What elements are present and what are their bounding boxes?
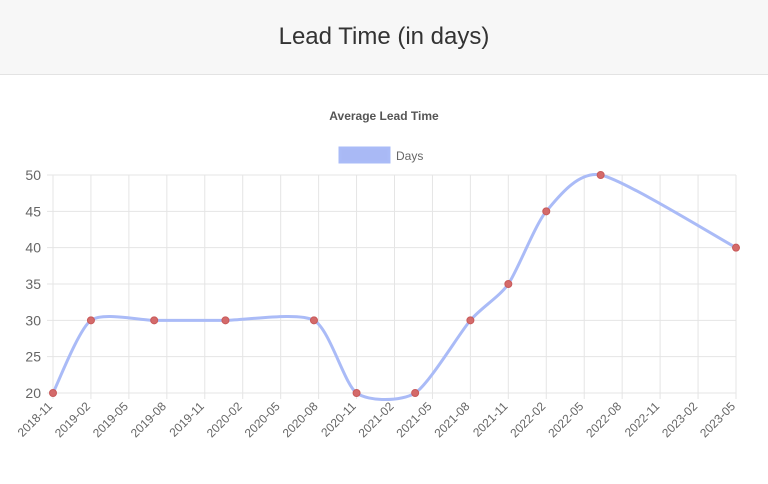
legend-label: Days [396, 149, 423, 163]
data-point[interactable] [466, 316, 475, 325]
lead-time-chart: Average Lead Time Days 20 25 30 35 40 45 50 201… [15, 109, 740, 440]
page-header: Lead Time (in days) [0, 0, 768, 75]
x-tick-label: 2019-05 [90, 399, 131, 440]
x-tick-label: 2018-11 [15, 399, 56, 440]
data-point[interactable] [411, 389, 420, 397]
legend-swatch [338, 146, 391, 164]
data-point[interactable] [596, 171, 605, 179]
x-tick-label: 2019-02 [52, 399, 93, 440]
data-point[interactable] [732, 243, 740, 252]
x-tick-label: 2020-08 [280, 399, 321, 440]
data-point[interactable] [309, 316, 318, 325]
x-tick-label: 2023-05 [697, 399, 738, 440]
y-tick-label: 25 [25, 349, 41, 365]
data-point[interactable] [221, 316, 230, 325]
x-tick-label: 2021-05 [394, 399, 435, 440]
x-tick-label: 2023-02 [659, 399, 700, 440]
x-tick-label: 2020-02 [204, 399, 245, 440]
y-tick-label: 30 [25, 312, 41, 328]
data-point[interactable] [352, 389, 361, 397]
y-tick-label: 50 [25, 167, 41, 183]
data-point[interactable] [86, 316, 95, 325]
y-tick-label: 35 [25, 276, 41, 292]
legend[interactable]: Days [338, 146, 423, 164]
data-point[interactable] [49, 389, 57, 397]
series-line [51, 173, 737, 402]
page-title: Lead Time (in days) [278, 23, 490, 50]
x-tick-label: 2022-02 [507, 399, 548, 440]
x-tick-label: 2021-11 [470, 399, 511, 440]
series-days [49, 171, 740, 402]
x-tick-label: 2022-11 [622, 399, 663, 440]
y-tick-label: 20 [25, 385, 41, 401]
chart-title: Average Lead Time [329, 109, 439, 123]
y-tick-label: 40 [25, 240, 41, 256]
x-tick-label: 2019-08 [128, 399, 169, 440]
data-point[interactable] [150, 316, 159, 325]
x-tick-label: 2019-11 [166, 399, 207, 440]
data-point[interactable] [542, 207, 551, 216]
data-point[interactable] [504, 280, 513, 288]
grid [47, 174, 737, 399]
x-tick-label: 2022-05 [545, 399, 586, 440]
chart-container: Average Lead Time Days 20 25 30 35 40 45 50 201… [0, 75, 768, 479]
x-tick-label: 2021-08 [431, 399, 472, 440]
x-tick-label: 2021-02 [356, 399, 397, 440]
x-tick-label: 2020-11 [318, 399, 359, 440]
x-tick-label: 2020-05 [242, 399, 283, 440]
y-tick-label: 45 [25, 203, 41, 219]
x-tick-label: 2022-08 [583, 399, 624, 440]
